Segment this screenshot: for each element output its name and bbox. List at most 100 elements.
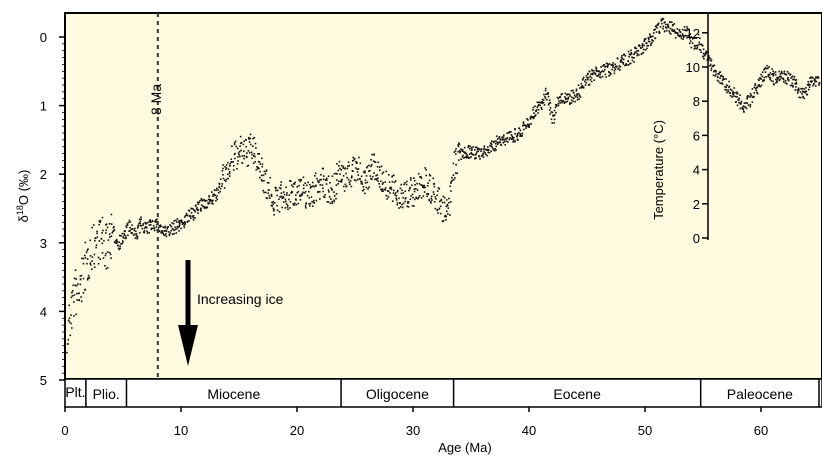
data-point	[160, 232, 162, 234]
data-point	[209, 200, 211, 202]
data-point	[249, 133, 252, 136]
data-point	[447, 207, 450, 209]
data-point	[782, 77, 785, 80]
data-point	[197, 203, 200, 206]
data-point	[140, 224, 143, 227]
data-point	[312, 181, 314, 184]
data-point	[719, 77, 721, 79]
data-point	[648, 40, 651, 43]
data-point	[460, 158, 462, 160]
data-point	[160, 225, 162, 228]
data-point	[400, 183, 402, 186]
data-point	[295, 203, 298, 206]
data-point	[405, 183, 408, 186]
data-point	[508, 138, 510, 141]
data-point	[420, 177, 423, 179]
data-point	[211, 200, 213, 203]
data-point	[628, 55, 630, 58]
data-point	[108, 223, 111, 225]
data-point	[233, 141, 236, 144]
data-point	[296, 191, 299, 194]
data-point	[603, 68, 606, 71]
data-point	[413, 190, 416, 193]
data-point	[259, 176, 261, 179]
temperature-tick-label: 8	[693, 94, 700, 109]
data-point	[115, 238, 118, 241]
data-point	[776, 79, 778, 82]
data-point	[432, 177, 434, 180]
data-point	[525, 125, 527, 128]
data-point	[793, 78, 795, 80]
data-point	[795, 81, 798, 84]
data-point	[746, 102, 749, 104]
data-point	[396, 203, 399, 206]
data-point	[794, 79, 797, 81]
data-point	[470, 156, 472, 158]
data-point	[323, 175, 325, 177]
data-point	[542, 99, 545, 101]
data-point	[426, 193, 428, 195]
data-point	[259, 163, 262, 165]
data-point	[280, 192, 283, 194]
data-point	[422, 185, 424, 187]
data-point	[476, 151, 478, 153]
data-point	[98, 240, 101, 242]
data-point	[544, 89, 547, 92]
data-point	[466, 154, 469, 156]
data-point	[514, 140, 516, 142]
data-point	[569, 102, 571, 104]
data-point	[648, 38, 650, 40]
data-point	[650, 43, 652, 45]
data-point	[165, 235, 168, 238]
data-point	[298, 184, 300, 187]
data-point	[327, 189, 330, 191]
data-point	[243, 150, 245, 153]
data-point	[340, 169, 342, 171]
data-point	[395, 197, 398, 200]
data-point	[246, 152, 248, 154]
data-point	[296, 185, 298, 188]
data-point	[595, 66, 597, 69]
data-point	[553, 122, 555, 124]
data-point	[462, 154, 464, 157]
data-point	[803, 97, 806, 100]
data-point	[588, 70, 591, 73]
data-point	[722, 78, 725, 80]
data-point	[348, 164, 350, 167]
data-point	[458, 149, 461, 152]
epoch-label: Miocene	[207, 386, 260, 402]
data-point	[756, 91, 758, 94]
data-point	[407, 202, 409, 204]
data-point	[487, 149, 490, 151]
data-point	[86, 258, 89, 260]
data-point	[262, 174, 265, 177]
data-point	[447, 213, 449, 215]
data-point	[218, 182, 221, 185]
data-point	[243, 157, 245, 160]
data-point	[351, 175, 353, 177]
data-point	[575, 90, 578, 92]
data-point	[547, 103, 550, 106]
data-point	[171, 222, 173, 224]
data-point	[155, 226, 158, 228]
data-point	[426, 195, 428, 198]
data-point	[174, 228, 177, 231]
data-point	[413, 205, 415, 207]
data-point	[178, 230, 180, 232]
data-point	[817, 76, 819, 78]
data-point	[760, 84, 763, 87]
data-point	[97, 262, 100, 265]
data-point	[652, 32, 655, 34]
data-point	[465, 156, 468, 159]
data-point	[713, 70, 715, 73]
data-point	[512, 141, 514, 143]
data-point	[428, 199, 430, 202]
data-point	[76, 299, 78, 301]
data-point	[153, 227, 156, 229]
data-point	[106, 266, 109, 269]
data-point	[795, 86, 797, 88]
data-point	[155, 219, 157, 221]
data-point	[636, 52, 639, 55]
data-point	[299, 199, 302, 201]
data-point	[130, 228, 133, 230]
